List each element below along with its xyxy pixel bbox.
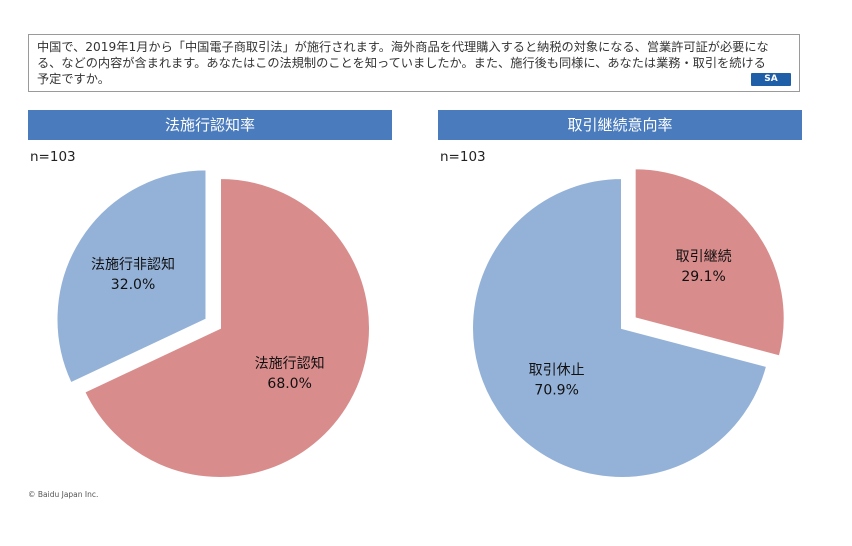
slice-value-label: 70.9% [534,382,578,398]
sa-badge: SA [751,73,791,86]
pie-slice-exploded [633,167,786,358]
question-box: 中国で、2019年1月から「中国電子商取引法」が施行されます。海外商品を代理購入… [28,34,800,92]
slice-value-label: 29.1% [681,269,725,285]
chart-title-awareness: 法施行認知率 [28,110,392,140]
slice-value-label: 68.0% [267,376,311,392]
chart-title-continuation: 取引継続意向率 [438,110,802,140]
question-text: 中国で、2019年1月から「中国電子商取引法」が施行されます。海外商品を代理購入… [37,40,769,86]
slice-value-label: 32.0% [111,277,155,293]
slice-label: 取引休止 [529,362,585,378]
pie-chart-awareness: 法施行認知 68.0% 法施行非認知 32.0% [55,168,371,479]
slice-label: 取引継続 [676,248,732,265]
pie-slice-main [471,176,769,479]
sample-size-awareness: n=103 [30,149,76,165]
sample-size-continuation: n=103 [440,149,486,165]
copyright: © Baidu Japan Inc. [28,490,99,499]
pie-slice-main [82,176,371,479]
slice-label: 法施行認知 [255,355,325,372]
slice-label: 法施行非認知 [91,256,175,273]
pie-chart-continuation: 取引継続 29.1% 取引休止 70.9% [471,167,786,479]
pie-slice-exploded [55,168,208,385]
